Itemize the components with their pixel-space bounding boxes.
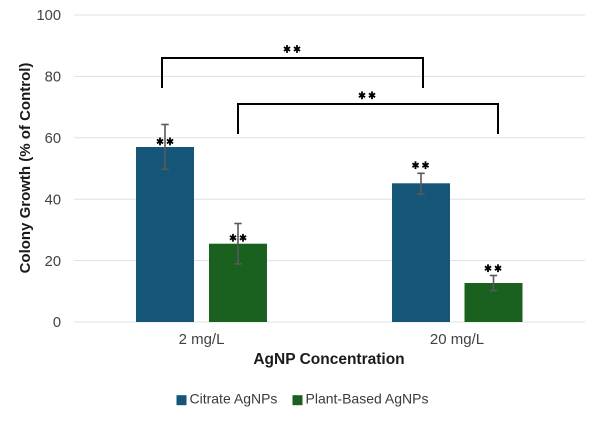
svg-text:40: 40 bbox=[45, 192, 61, 208]
svg-text:80: 80 bbox=[45, 70, 61, 86]
svg-text:Colony Growth (% of Control): Colony Growth (% of Control) bbox=[17, 63, 34, 274]
svg-text:20 mg/L: 20 mg/L bbox=[430, 331, 484, 348]
svg-text:2 mg/L: 2 mg/L bbox=[179, 331, 225, 348]
svg-text:0: 0 bbox=[53, 315, 61, 331]
svg-text:Plant-Based AgNPs: Plant-Based AgNPs bbox=[306, 391, 429, 407]
svg-text:20: 20 bbox=[45, 254, 61, 270]
svg-text:100: 100 bbox=[36, 8, 61, 24]
svg-text:AgNP Concentration: AgNP Concentration bbox=[253, 351, 404, 368]
svg-text:60: 60 bbox=[45, 131, 61, 147]
svg-text:Citrate AgNPs: Citrate AgNPs bbox=[190, 391, 278, 407]
